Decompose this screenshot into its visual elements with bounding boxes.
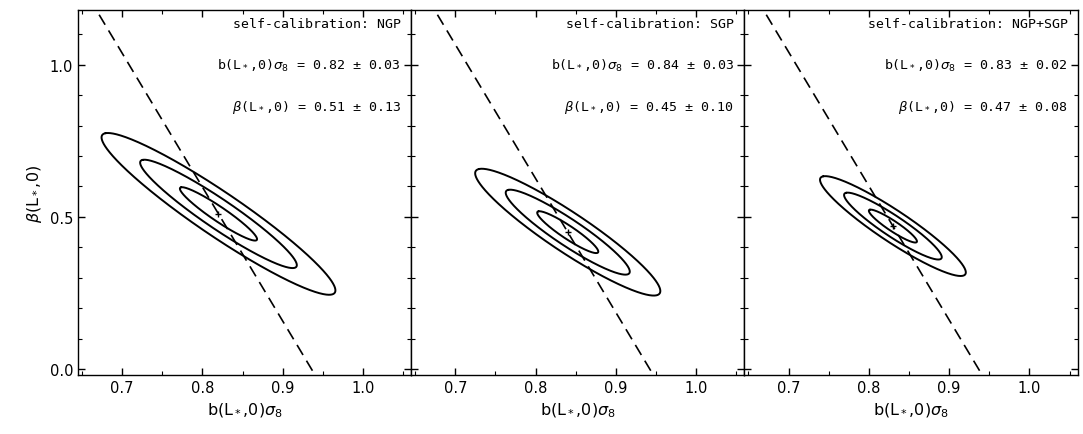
X-axis label: b(L$_*$,0)$\sigma_8$: b(L$_*$,0)$\sigma_8$ xyxy=(539,401,616,419)
Text: $\beta$(L$_*$,0) = 0.51 ± 0.13: $\beta$(L$_*$,0) = 0.51 ± 0.13 xyxy=(232,99,401,115)
Y-axis label: $\beta$(L$_*$,0): $\beta$(L$_*$,0) xyxy=(25,164,44,222)
Text: self-calibration: NGP+SGP: self-calibration: NGP+SGP xyxy=(867,18,1068,31)
X-axis label: b(L$_*$,0)$\sigma_8$: b(L$_*$,0)$\sigma_8$ xyxy=(873,401,949,419)
Text: $\beta$(L$_*$,0) = 0.47 ± 0.08: $\beta$(L$_*$,0) = 0.47 ± 0.08 xyxy=(898,99,1068,115)
Text: b(L$_*$,0)$\sigma_8$ = 0.84 ± 0.03: b(L$_*$,0)$\sigma_8$ = 0.84 ± 0.03 xyxy=(550,58,734,74)
Text: $\beta$(L$_*$,0) = 0.45 ± 0.10: $\beta$(L$_*$,0) = 0.45 ± 0.10 xyxy=(564,99,734,115)
X-axis label: b(L$_*$,0)$\sigma_8$: b(L$_*$,0)$\sigma_8$ xyxy=(207,401,283,419)
Text: b(L$_*$,0)$\sigma_8$ = 0.83 ± 0.02: b(L$_*$,0)$\sigma_8$ = 0.83 ± 0.02 xyxy=(884,58,1068,74)
Text: b(L$_*$,0)$\sigma_8$ = 0.82 ± 0.03: b(L$_*$,0)$\sigma_8$ = 0.82 ± 0.03 xyxy=(218,58,401,74)
Text: self-calibration: NGP: self-calibration: NGP xyxy=(233,18,401,31)
Text: self-calibration: SGP: self-calibration: SGP xyxy=(566,18,734,31)
